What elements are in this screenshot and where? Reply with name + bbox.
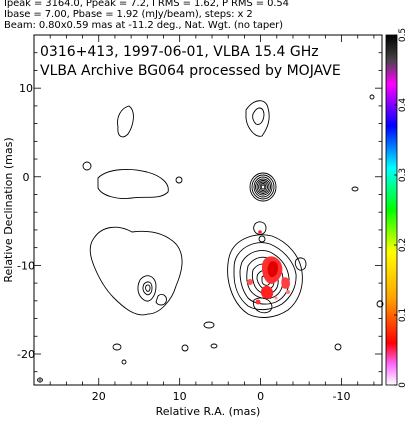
source-contours xyxy=(82,94,384,365)
colorbar xyxy=(385,34,398,386)
header-line-2: Ibase = 7.00, Pbase = 1.92 (mJy/beam), s… xyxy=(4,9,253,20)
y-tick-labels: 10 0 -10 -20 xyxy=(17,82,35,361)
y-tick-label: 10 xyxy=(19,82,33,95)
beam-ellipse xyxy=(37,377,43,383)
x-axis-label: Relative R.A. (mas) xyxy=(156,405,261,418)
y-tick-label: 0 xyxy=(23,171,30,184)
header-line-3: Beam: 0.80x0.59 mas at -11.2 deg., Nat. … xyxy=(4,20,283,31)
polarization-patches xyxy=(247,230,290,305)
colorbar-tick-label: 0.3 xyxy=(398,168,408,182)
plot-frame xyxy=(33,34,383,386)
colorbar-tick-label: 0.2 xyxy=(398,238,408,252)
header-line-1: Ipeak = 3164.0, Ppeak = 7.2, I RMS = 1.6… xyxy=(4,0,289,9)
colorbar-tick-label: 0 xyxy=(398,382,408,388)
map-subtitle: VLBA Archive BG064 processed by MOJAVE xyxy=(40,63,341,79)
y-tick-label: -10 xyxy=(17,259,35,272)
x-tick-label: 0 xyxy=(257,390,264,403)
y-axis-label: Relative Declination (mas) xyxy=(2,137,15,282)
axis-ticks xyxy=(33,34,382,385)
y-tick-label: -20 xyxy=(17,348,35,361)
colorbar-tick-label: 0.1 xyxy=(398,308,408,322)
x-tick-labels: 20 10 0 -10 xyxy=(92,390,351,403)
x-tick-label: 10 xyxy=(173,390,187,403)
x-tick-label: 20 xyxy=(92,390,106,403)
colorbar-tick-label: 0.5 xyxy=(398,28,408,42)
colorbar-tick-labels: 0 0.1 0.2 0.3 0.4 0.5 xyxy=(394,28,408,388)
colorbar-tick-label: 0.4 xyxy=(398,98,408,113)
map-title: 0316+413, 1997-06-01, VLBA 15.4 GHz xyxy=(40,44,319,60)
x-tick-label: -10 xyxy=(333,390,351,403)
